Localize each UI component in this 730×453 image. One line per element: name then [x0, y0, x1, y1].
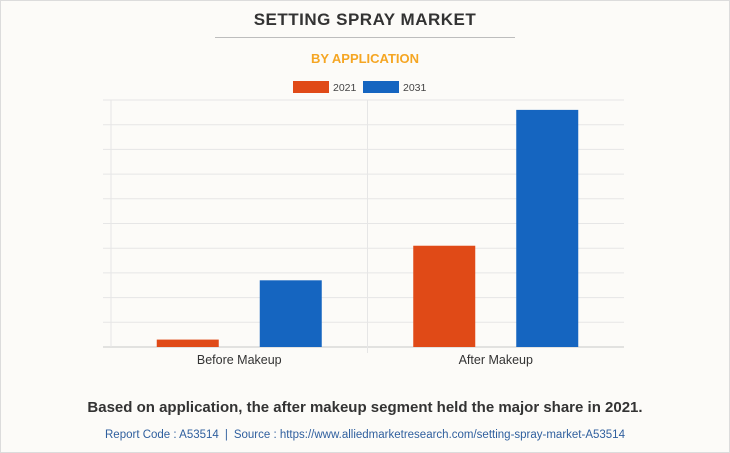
source-url[interactable]: Source : https://www.alliedmarketresearc… — [233, 429, 625, 441]
summary-statement: Based on application, the after makeup s… — [87, 399, 643, 416]
bar-2021-before-makeup — [156, 339, 219, 347]
bar-2031-after-makeup — [516, 109, 579, 347]
chart-subtitle: BY APPLICATION — [310, 51, 420, 66]
report-code: Report Code : A53514 — [105, 429, 219, 441]
chart-title: SETTING SPRAY MARKET — [253, 10, 477, 29]
chart-bars — [156, 109, 579, 347]
legend-label-2031: 2031 — [403, 82, 427, 94]
x-axis-tick-labels: Before Makeup After Makeup — [197, 353, 533, 367]
legend-label-2021: 2021 — [333, 82, 357, 94]
bar-2031-before-makeup — [259, 280, 322, 347]
x-tick-label: Before Makeup — [197, 353, 282, 367]
legend-swatch-2021 — [293, 81, 329, 93]
x-tick-label: After Makeup — [459, 353, 533, 367]
legend: 2021 2031 — [293, 81, 427, 94]
bar-2021-after-makeup — [413, 245, 476, 347]
legend-swatch-2031 — [363, 81, 399, 93]
bar-chart: 2021 2031 Before Makeup After Makeup — [103, 81, 624, 367]
source-separator: | — [224, 429, 228, 441]
report-source-line: Report Code : A53514 | Source : https://ww… — [0, 429, 730, 441]
title-divider — [215, 37, 515, 38]
